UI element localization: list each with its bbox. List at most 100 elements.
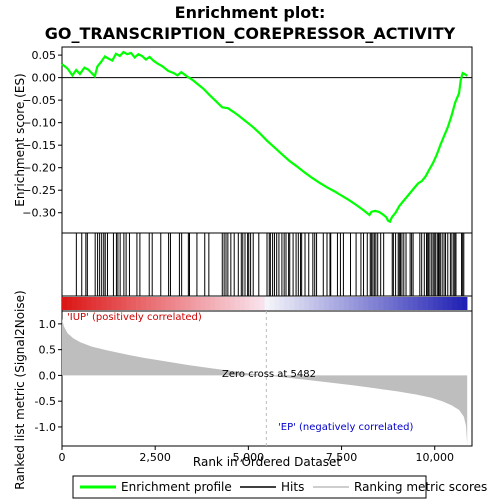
gradient-segment xyxy=(96,297,102,310)
ranking-y-axis: 1.0 0.5 0.0 -0.5 -1.0 xyxy=(35,318,62,434)
gradient-segment xyxy=(373,297,379,310)
hits-rug xyxy=(75,233,465,296)
gradient-segment xyxy=(81,297,88,310)
gradient-segment xyxy=(254,297,260,310)
gradient-segment xyxy=(422,297,428,310)
gradient-segment xyxy=(170,297,176,310)
gradient-segment xyxy=(126,297,132,310)
ranking-y-axis-label: Ranked list metric (Signal2Noise) xyxy=(13,290,27,489)
gradient-segment xyxy=(378,297,384,310)
negative-correlation-label: 'EP' (negatively correlated) xyxy=(278,422,413,433)
gradient-segment xyxy=(155,297,162,310)
gradient-segment xyxy=(180,297,186,310)
gradient-segment xyxy=(294,297,300,310)
gradient-segment xyxy=(229,297,236,310)
gradient-segment xyxy=(62,297,68,310)
gradient-segment xyxy=(442,297,448,310)
gradient-segment xyxy=(358,297,364,310)
gradient-segment xyxy=(318,297,325,310)
gradient-segment xyxy=(328,297,335,310)
es-ytick-label: −0.30 xyxy=(22,207,56,220)
gradient-segment xyxy=(313,297,320,310)
gradient-segment xyxy=(304,297,310,310)
legend-ranking-label: Ranking metric scores xyxy=(354,480,487,494)
rank-ytick-label: 0.0 xyxy=(39,369,57,382)
gradient-segment xyxy=(220,297,226,310)
gradient-segment xyxy=(244,297,251,310)
correlation-gradient-bar xyxy=(62,297,468,310)
gradient-segment xyxy=(348,297,354,310)
gradient-segment xyxy=(145,297,152,310)
gradient-segment xyxy=(225,297,231,310)
gradient-segment xyxy=(185,297,191,310)
gradient-segment xyxy=(264,297,270,310)
gradient-segment xyxy=(91,297,97,310)
gradient-segment xyxy=(111,297,117,310)
gradient-segment xyxy=(210,297,216,310)
es-ytick-label: −0.15 xyxy=(22,139,56,152)
gradient-segment xyxy=(393,297,399,310)
ranking-panel-frame xyxy=(61,310,473,447)
gradient-segment xyxy=(116,297,122,310)
legend: Enrichment profile Hits Ranking metric s… xyxy=(72,475,487,499)
gradient-segment xyxy=(274,297,280,310)
es-ytick-label: 0.00 xyxy=(32,72,57,85)
gradient-segment xyxy=(289,297,295,310)
gradient-segment xyxy=(388,297,394,310)
gradient-segment xyxy=(343,297,349,310)
gradient-segment xyxy=(412,297,419,310)
gradient-segment xyxy=(462,297,468,310)
ranking-x-axis: 0 2,500 5,000 7,500 10,000 xyxy=(59,446,454,464)
gradient-segment xyxy=(284,297,290,310)
gradient-segment xyxy=(432,297,438,310)
es-ytick-label: −0.05 xyxy=(22,94,56,107)
gradient-segment xyxy=(195,297,201,310)
rank-ytick-label: -1.0 xyxy=(35,421,56,434)
es-ytick-label: 0.05 xyxy=(32,49,57,62)
xtick-label: 5,000 xyxy=(233,451,265,464)
es-y-axis-label: Enrichment score (ES) xyxy=(13,73,27,206)
es-ytick-label: −0.10 xyxy=(22,117,56,130)
xtick-label: 7,500 xyxy=(326,451,358,464)
gradient-segment xyxy=(427,297,433,310)
gradient-segment xyxy=(338,297,344,310)
gradient-segment xyxy=(71,297,78,310)
x-axis-label: Rank in Ordered Dataset xyxy=(193,455,341,469)
xtick-label: 10,000 xyxy=(415,451,454,464)
es-ytick-label: −0.20 xyxy=(22,162,56,175)
gradient-segment xyxy=(333,297,339,310)
legend-hits-label: Hits xyxy=(281,480,304,494)
gradient-segment xyxy=(383,297,389,310)
gradient-segment xyxy=(402,297,409,310)
gradient-segment xyxy=(447,297,453,310)
title-line1: Enrichment plot: xyxy=(175,3,326,22)
gradient-segment xyxy=(239,297,246,310)
gradient-segment xyxy=(417,297,423,310)
gradient-segment xyxy=(457,297,463,310)
gradient-segment xyxy=(234,297,241,310)
legend-enrichment-label: Enrichment profile xyxy=(121,480,232,494)
title-line2: GO_TRANSCRIPTION_COREPRESSOR_ACTIVITY xyxy=(45,24,456,43)
gradient-segment xyxy=(249,297,255,310)
zero-cross-label: Zero cross at 5482 xyxy=(222,369,316,380)
gradient-segment xyxy=(200,297,206,310)
gradient-segment xyxy=(141,297,147,310)
ranking-metric-area xyxy=(62,318,468,445)
gradient-segment xyxy=(165,297,171,310)
gradient-segment xyxy=(397,297,404,310)
gradient-segment xyxy=(190,297,196,310)
gradient-segment xyxy=(323,297,330,310)
gradient-segment xyxy=(452,297,458,310)
gradient-segment xyxy=(101,297,107,310)
rank-ytick-label: 0.5 xyxy=(39,344,57,357)
gradient-segment xyxy=(205,297,211,310)
gradient-segment xyxy=(160,297,167,310)
gradient-segment xyxy=(368,297,374,310)
gradient-segment xyxy=(76,297,83,310)
gradient-segment xyxy=(299,297,305,310)
gradient-segment xyxy=(86,297,92,310)
gradient-segment xyxy=(131,297,137,310)
gradient-segment xyxy=(407,297,414,310)
